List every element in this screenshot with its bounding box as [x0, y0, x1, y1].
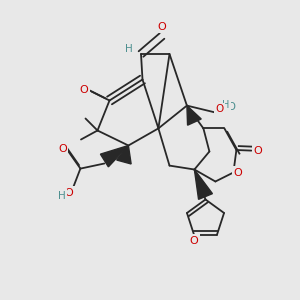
Text: O: O [58, 143, 67, 154]
Text: H: H [125, 44, 133, 55]
Polygon shape [187, 106, 201, 125]
Text: H: H [222, 100, 230, 110]
Polygon shape [194, 169, 212, 200]
Text: O: O [64, 188, 74, 198]
Text: O: O [158, 22, 166, 32]
Text: O: O [253, 146, 262, 156]
Text: H: H [58, 190, 66, 201]
Text: O: O [190, 236, 198, 246]
Text: O: O [80, 85, 88, 95]
Polygon shape [117, 146, 131, 164]
Text: O: O [233, 167, 242, 178]
Text: O: O [216, 104, 224, 115]
Polygon shape [100, 146, 128, 167]
Text: HO: HO [220, 101, 236, 112]
